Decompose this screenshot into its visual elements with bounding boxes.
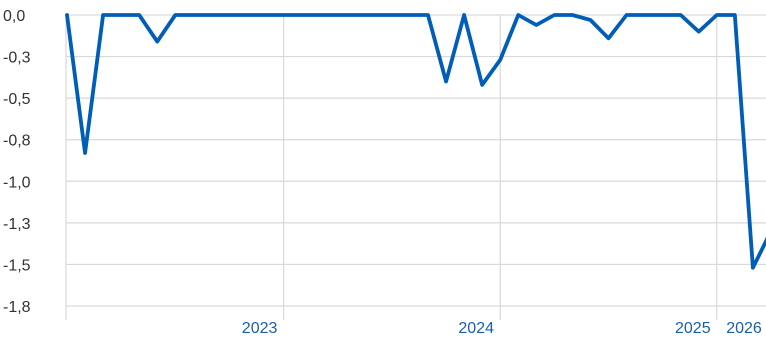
y-tick-label: -1,5 xyxy=(3,257,31,274)
grid-layer xyxy=(65,14,766,320)
x-tick-label: 2026 xyxy=(726,320,762,337)
x-axis-ticks: 2023 2024 2025 2026 xyxy=(242,320,762,337)
y-tick-label: -0,3 xyxy=(3,50,31,67)
y-tick-label: -0,5 xyxy=(3,91,31,108)
y-tick-label: 0,0 xyxy=(3,8,25,25)
x-tick-label: 2025 xyxy=(675,320,711,337)
x-tick-label: 2023 xyxy=(242,320,278,337)
y-axis-ticks: 0,0 -0,3 -0,5 -0,8 -1,0 -1,3 -1,5 -1,8 xyxy=(3,8,31,316)
y-tick-label: -1,8 xyxy=(3,299,31,316)
x-tick-label: 2024 xyxy=(458,320,494,337)
y-tick-label: -1,0 xyxy=(3,174,31,191)
y-tick-label: -0,8 xyxy=(3,133,31,150)
series-line xyxy=(65,13,766,270)
y-tick-label: -1,3 xyxy=(3,216,31,233)
